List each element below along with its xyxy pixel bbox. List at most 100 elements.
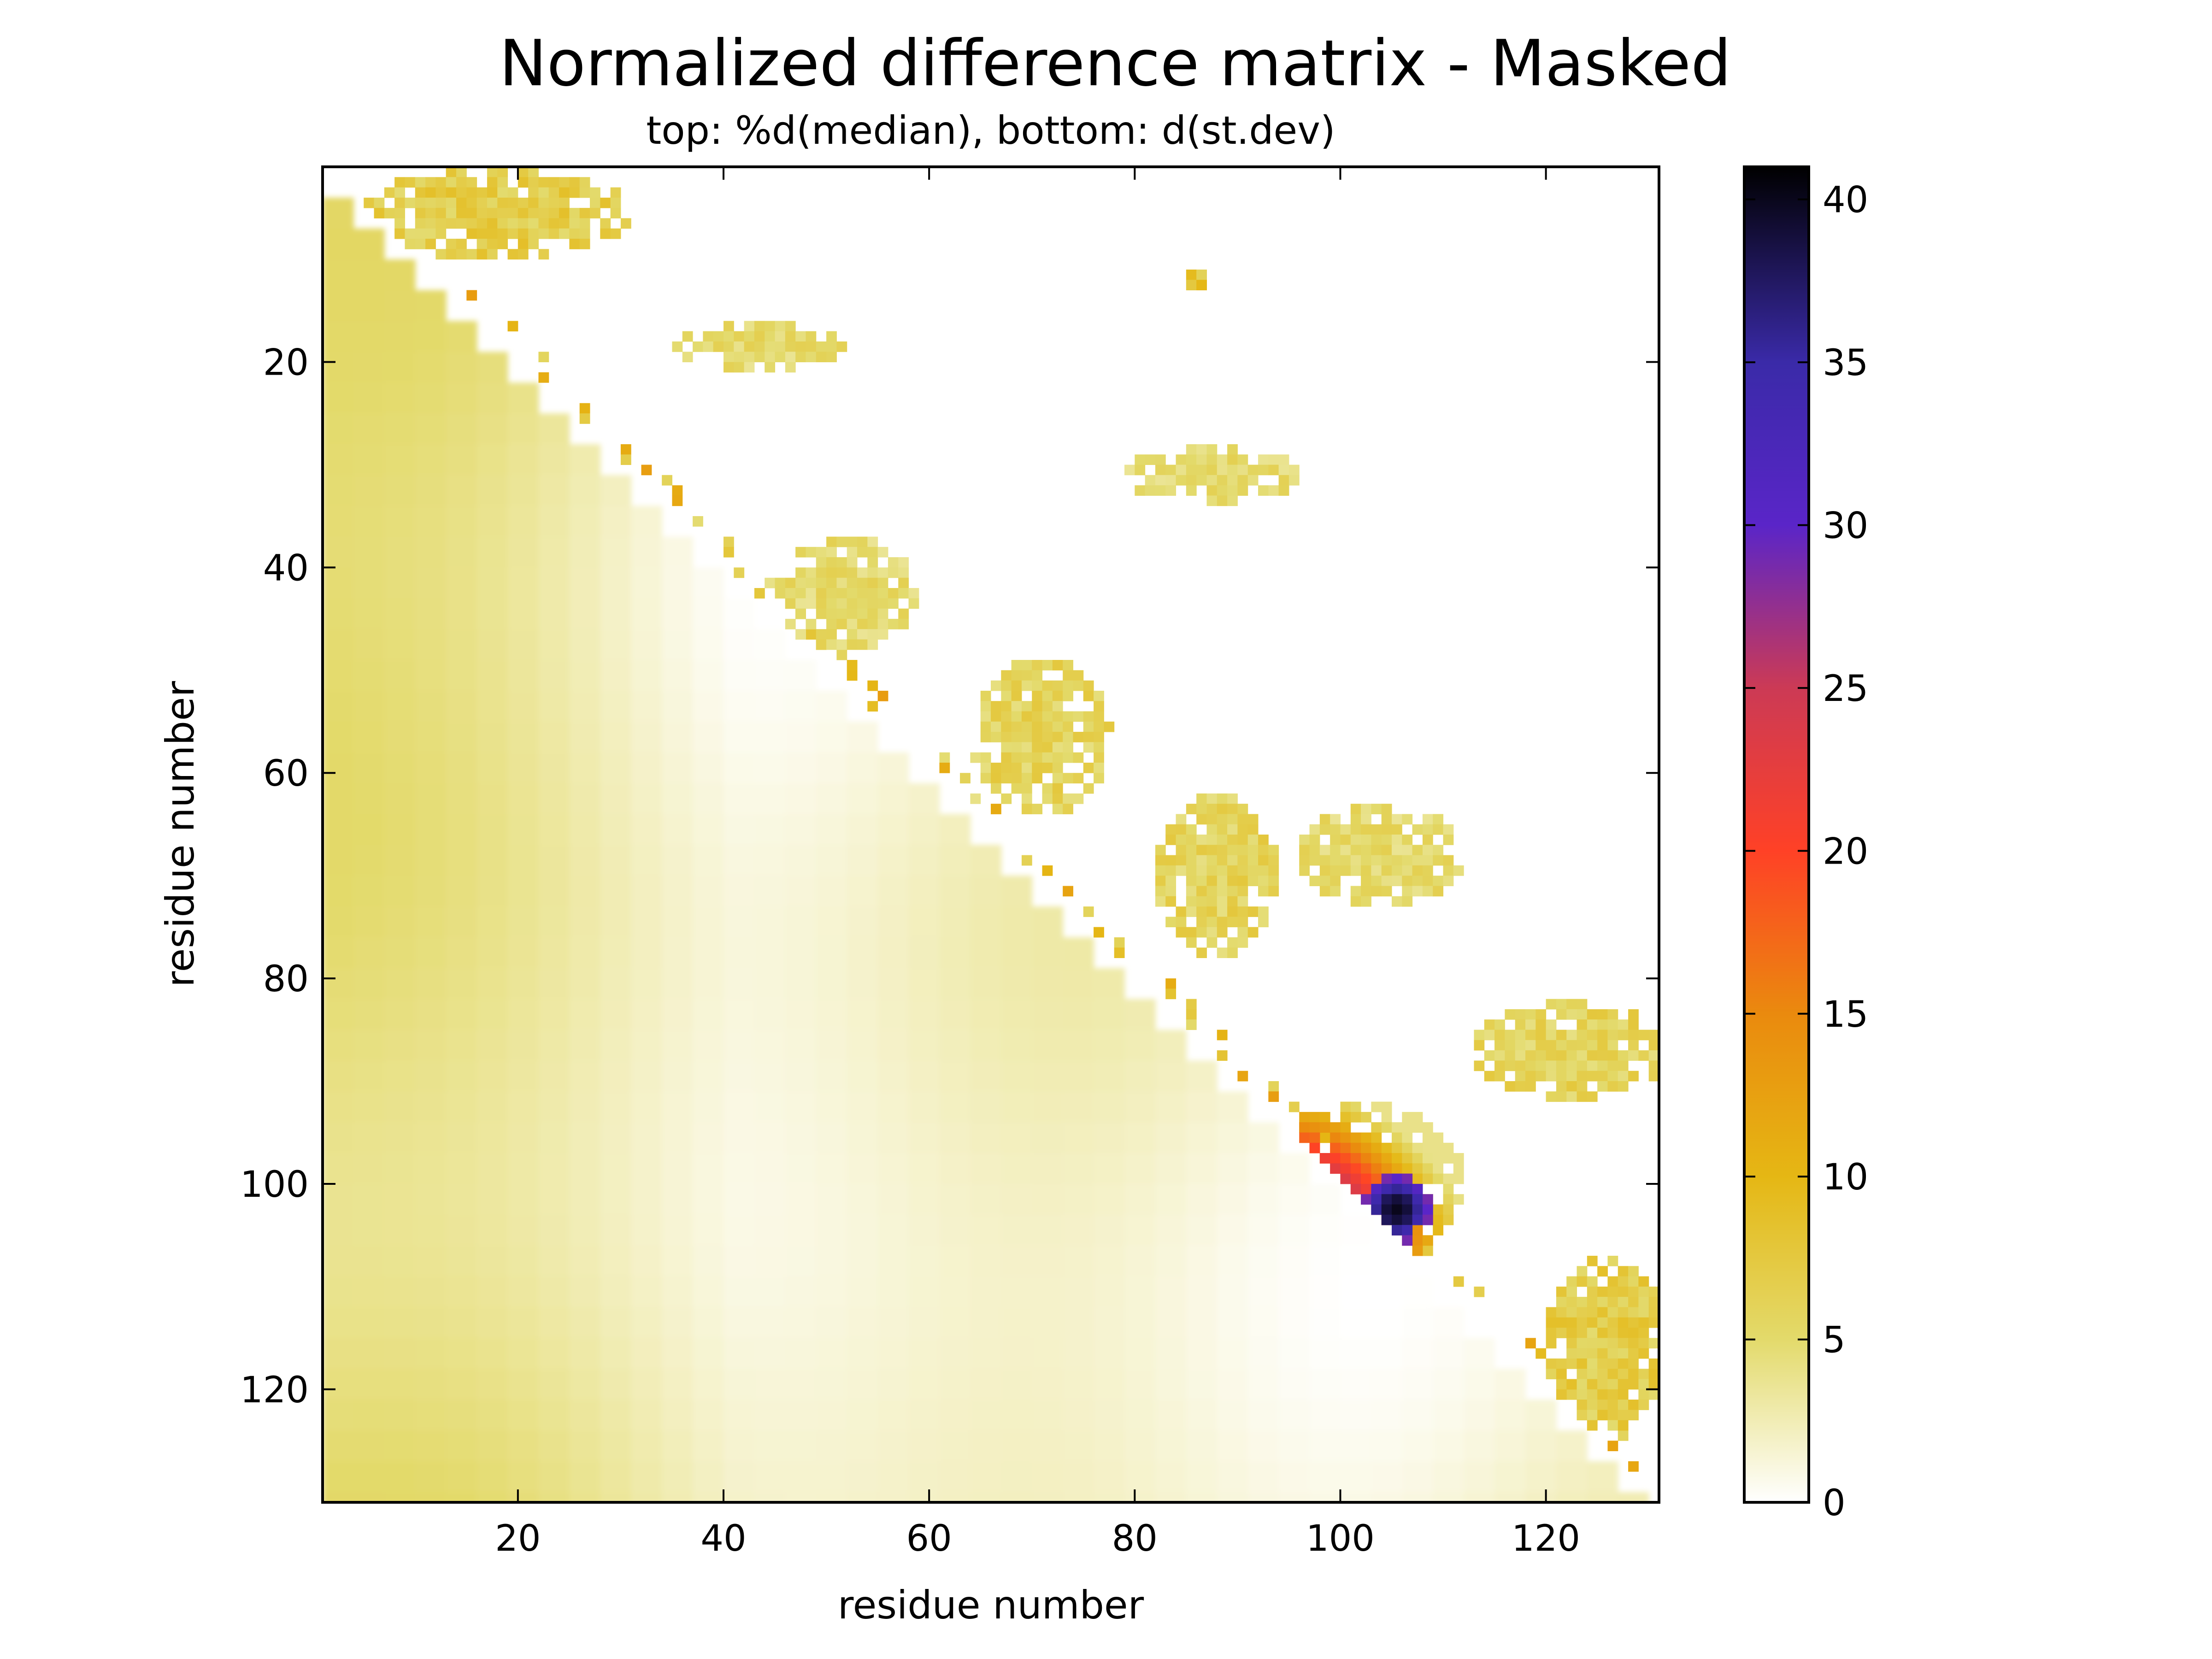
heatmap-cell-lower — [569, 1060, 601, 1092]
heatmap-cell-upper — [816, 557, 827, 568]
heatmap-cell-lower — [1247, 1245, 1279, 1277]
heatmap-cell-upper — [1340, 855, 1351, 866]
heatmap-cell-upper — [1392, 1153, 1402, 1164]
heatmap-cell-upper — [1021, 670, 1032, 681]
heatmap-cell-lower — [415, 321, 447, 353]
heatmap-cell-upper — [1505, 1040, 1516, 1051]
heatmap-cell-lower — [353, 444, 385, 476]
heatmap-cell-upper — [1597, 1286, 1608, 1297]
heatmap-cell-upper — [1350, 1132, 1361, 1143]
heatmap-cell-lower — [1063, 1091, 1094, 1123]
heatmap-cell-lower — [384, 259, 416, 291]
heatmap-cell-upper — [1453, 1153, 1464, 1164]
heatmap-cell-upper — [1587, 1019, 1598, 1030]
heatmap-cell-lower — [384, 1430, 416, 1462]
heatmap-cell-upper — [1155, 845, 1166, 856]
heatmap-cell-upper — [991, 773, 1001, 784]
heatmap-cell-upper — [1186, 824, 1197, 835]
heatmap-cell-lower — [569, 937, 601, 969]
heatmap-cell-upper — [1258, 465, 1269, 476]
heatmap-cell-lower — [939, 876, 971, 907]
heatmap-cell-upper — [1319, 1132, 1330, 1143]
heatmap-cell-upper — [1165, 475, 1177, 486]
heatmap-cell-upper — [1340, 835, 1351, 845]
heatmap-cell-upper — [1422, 855, 1433, 866]
heatmap-cell-lower — [785, 1091, 817, 1123]
heatmap-cell-upper — [1525, 1040, 1536, 1051]
heatmap-cell-upper — [1052, 773, 1063, 784]
heatmap-cell-lower — [477, 1276, 508, 1308]
heatmap-cell-upper — [1381, 886, 1392, 897]
heatmap-cell-upper — [1392, 1214, 1402, 1225]
heatmap-cell-upper — [1237, 835, 1248, 845]
heatmap-cell-upper — [1535, 1060, 1547, 1071]
heatmap-cell-upper — [435, 218, 447, 229]
chart-subtitle: top: %d(median), bottom: d(st.dev) — [646, 108, 1335, 153]
heatmap-cell-lower — [847, 1245, 878, 1277]
heatmap-cell-upper — [1371, 1194, 1382, 1205]
heatmap-cell-upper — [795, 352, 806, 363]
heatmap-cell-upper — [641, 465, 652, 476]
heatmap-cell-upper — [1515, 1030, 1526, 1041]
heatmap-cell-upper — [1618, 1266, 1629, 1277]
heatmap-cell-upper — [744, 352, 755, 363]
heatmap-cell-upper — [497, 228, 508, 239]
heatmap-cell-upper — [785, 577, 796, 588]
heatmap-cell-upper — [1073, 711, 1084, 722]
heatmap-cell-lower — [384, 1122, 416, 1154]
heatmap-cell-lower — [353, 506, 385, 537]
heatmap-cell-lower — [323, 1369, 354, 1400]
heatmap-cell-lower — [477, 567, 508, 599]
heatmap-cell-upper — [1021, 783, 1032, 794]
heatmap-cell-upper — [826, 598, 837, 609]
heatmap-cell-upper — [1587, 1030, 1598, 1041]
heatmap-cell-lower — [1155, 1183, 1187, 1215]
heatmap-cell-upper — [682, 331, 693, 342]
heatmap-cell-upper — [1638, 1389, 1649, 1400]
heatmap-cell-upper — [991, 804, 1001, 814]
heatmap-cell-upper — [1618, 1379, 1629, 1390]
heatmap-cell-lower — [415, 1122, 447, 1154]
heatmap-cell-lower — [538, 1369, 570, 1400]
heatmap-cell-lower — [477, 1245, 508, 1277]
heatmap-cell-lower — [1402, 1430, 1434, 1462]
heatmap-cell-upper — [1381, 1183, 1392, 1194]
heatmap-cell-upper — [1587, 1348, 1598, 1359]
heatmap-cell-lower — [693, 1307, 724, 1339]
heatmap-cell-upper — [1268, 876, 1279, 886]
heatmap-cell-lower — [1001, 906, 1033, 938]
heatmap-cell-lower — [507, 660, 539, 691]
heatmap-cell-lower — [415, 968, 447, 1000]
heatmap-cell-upper — [456, 177, 467, 188]
heatmap-cell-upper — [1083, 783, 1094, 794]
heatmap-cell-lower — [662, 876, 694, 907]
heatmap-cell-upper — [1587, 1009, 1598, 1020]
heatmap-cell-upper — [487, 187, 498, 198]
heatmap-cell-lower — [1155, 1369, 1187, 1400]
heatmap-cell-upper — [1371, 1122, 1382, 1133]
heatmap-cell-lower — [1247, 1214, 1279, 1246]
heatmap-cell-upper — [1186, 444, 1197, 455]
heatmap-cell-upper — [1628, 1317, 1639, 1328]
heatmap-cell-upper — [1237, 814, 1248, 825]
heatmap-cell-lower — [1464, 1400, 1495, 1431]
heatmap-cell-upper — [980, 701, 991, 712]
heatmap-cell-upper — [734, 331, 745, 342]
heatmap-cell-upper — [1237, 906, 1248, 917]
heatmap-cell-lower — [538, 1122, 570, 1154]
heatmap-cell-lower — [877, 1091, 909, 1123]
heatmap-cell-upper — [1412, 1183, 1423, 1194]
heatmap-cell-upper — [888, 557, 899, 568]
heatmap-cell-upper — [847, 629, 858, 640]
heatmap-cell-upper — [1206, 475, 1218, 486]
heatmap-cell-lower — [662, 1307, 694, 1339]
heatmap-cell-upper — [1402, 1153, 1413, 1164]
heatmap-cell-lower — [1371, 1245, 1403, 1277]
colorbar-tick-label: 15 — [1823, 994, 1868, 1035]
heatmap-cell-lower — [569, 444, 601, 476]
heatmap-cell-lower — [724, 1492, 755, 1502]
heatmap-cell-lower — [816, 1492, 847, 1502]
heatmap-cell-upper — [1556, 1389, 1567, 1400]
heatmap-cell-upper — [1258, 845, 1269, 856]
heatmap-cell-upper — [1577, 1040, 1588, 1051]
